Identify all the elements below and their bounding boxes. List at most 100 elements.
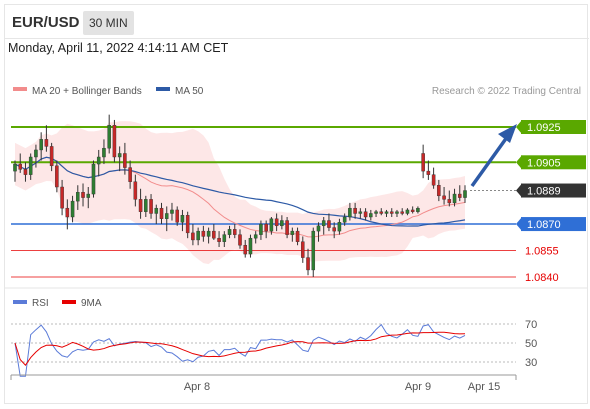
candle-body-55: [301, 241, 305, 258]
candle-body-40: [222, 234, 227, 242]
bollinger-bands: [15, 121, 465, 265]
candle-body-50: [274, 218, 279, 227]
candle-body-77: [416, 207, 420, 212]
candle-body-36: [201, 230, 206, 237]
instrument-symbol: EUR/USD: [12, 14, 80, 31]
rsi-panel: 70 50 30: [11, 319, 537, 377]
rsi-line: [14, 323, 466, 377]
candle-body-46: [253, 234, 258, 239]
candle-body-38: [212, 230, 216, 239]
candle-body-18: [107, 125, 111, 149]
candle-body-47: [259, 223, 263, 235]
rsi-tick-50: 50: [525, 338, 537, 350]
candle-body-2: [23, 169, 28, 175]
timeframe-badge[interactable]: 30 MIN: [83, 11, 134, 35]
candle-body-3: [28, 156, 33, 175]
candle-body-82: [442, 195, 446, 200]
moving-averages: [14, 156, 466, 238]
level-tag-pointer-1.0870: [516, 217, 522, 232]
forecast-arrow-head: [498, 124, 517, 143]
candle-body-71: [384, 211, 389, 214]
candle-body-83: [447, 199, 452, 204]
candle-body-66: [358, 211, 363, 214]
candle-body-69: [374, 211, 378, 214]
chart-header: EUR/USD 30 MIN: [5, 5, 589, 39]
x-label-apr9: Apr 9: [405, 381, 431, 393]
candle-body-16: [96, 156, 101, 165]
candle-body-54: [295, 230, 300, 242]
candle-body-65: [353, 207, 357, 214]
candle-body-5: [39, 139, 43, 151]
candle-body-70: [379, 211, 384, 214]
candle-body-15: [91, 163, 96, 195]
candle-body-8: [55, 165, 59, 188]
candle-body-9: [60, 186, 64, 209]
candlesticks: [13, 114, 467, 277]
x-label-apr15: Apr 15: [468, 381, 500, 393]
candle-body-0: [13, 163, 17, 172]
candle-body-64: [348, 207, 352, 218]
candle-body-79: [426, 170, 431, 175]
level-tag-box-1.0905: [521, 155, 586, 170]
candle-body-23: [133, 181, 138, 200]
candle-body-59: [321, 220, 326, 227]
candle-body-58: [316, 225, 321, 232]
rsi-tick-30: 30: [525, 357, 537, 369]
candle-body-34: [191, 232, 195, 241]
candle-body-10: [65, 207, 70, 218]
legend-ma20-swatch: [13, 87, 27, 91]
x-label-apr8: Apr 8: [184, 381, 210, 393]
candle-body-13: [81, 192, 85, 198]
candle-body-20: [117, 153, 122, 158]
candle-body-52: [285, 220, 289, 235]
candle-body-24: [138, 199, 143, 212]
candle-body-14: [86, 193, 91, 198]
candle-body-74: [400, 211, 404, 214]
candle-body-67: [363, 211, 368, 218]
candle-body-29: [164, 213, 169, 219]
legend-rsi-label: RSI: [32, 298, 49, 309]
level-tag-pointer-1.0889: [516, 183, 522, 198]
forecast-arrow-shaft: [470, 131, 512, 188]
ma50-line: [14, 156, 466, 227]
candle-body-12: [76, 192, 80, 202]
candle-body-21: [123, 153, 127, 168]
level-tags: 1.0925 1.0905 1.0889 1.0870 1.0855 1.0840: [516, 120, 586, 284]
legend-9ma-swatch: [62, 300, 76, 304]
candle-body-84: [452, 193, 457, 204]
candle-body-85: [457, 193, 462, 198]
candle-body-57: [311, 230, 316, 271]
rsi-lines: [14, 323, 466, 377]
level-tag-box-1.0889: [521, 183, 586, 198]
candle-body-68: [369, 213, 373, 218]
candle-body-75: [405, 209, 410, 214]
candle-body-72: [389, 211, 394, 214]
candle-body-33: [185, 215, 190, 234]
candle-body-7: [49, 146, 54, 167]
candle-body-86: [463, 190, 467, 198]
candle-body-60: [327, 220, 331, 228]
candle-body-22: [128, 167, 132, 182]
candle-body-28: [159, 207, 164, 219]
forecast-arrow: [470, 124, 517, 188]
candle-body-30: [170, 209, 174, 214]
candle-body-76: [410, 209, 415, 212]
candle-body-49: [269, 218, 274, 232]
level-label-1.0840: 1.0840: [525, 272, 559, 284]
level-tag-label-1.0889: 1.0889: [527, 186, 561, 198]
candle-body-31: [175, 209, 179, 223]
candle-body-25: [144, 199, 148, 212]
candle-body-42: [232, 229, 237, 235]
legend-ma50-label: MA 50: [175, 86, 204, 97]
candle-body-6: [44, 139, 49, 147]
candle-body-41: [227, 229, 232, 235]
rsi-tick-70: 70: [525, 319, 537, 331]
candle-body-1: [18, 163, 23, 170]
candle-body-32: [180, 215, 185, 223]
timestamp: Monday, April 11, 2022 4:14:11 AM CET: [8, 41, 229, 55]
candle-body-43: [238, 234, 242, 246]
candle-body-80: [431, 174, 436, 186]
level-tag-label-1.0905: 1.0905: [527, 157, 561, 169]
candle-body-11: [70, 200, 75, 218]
